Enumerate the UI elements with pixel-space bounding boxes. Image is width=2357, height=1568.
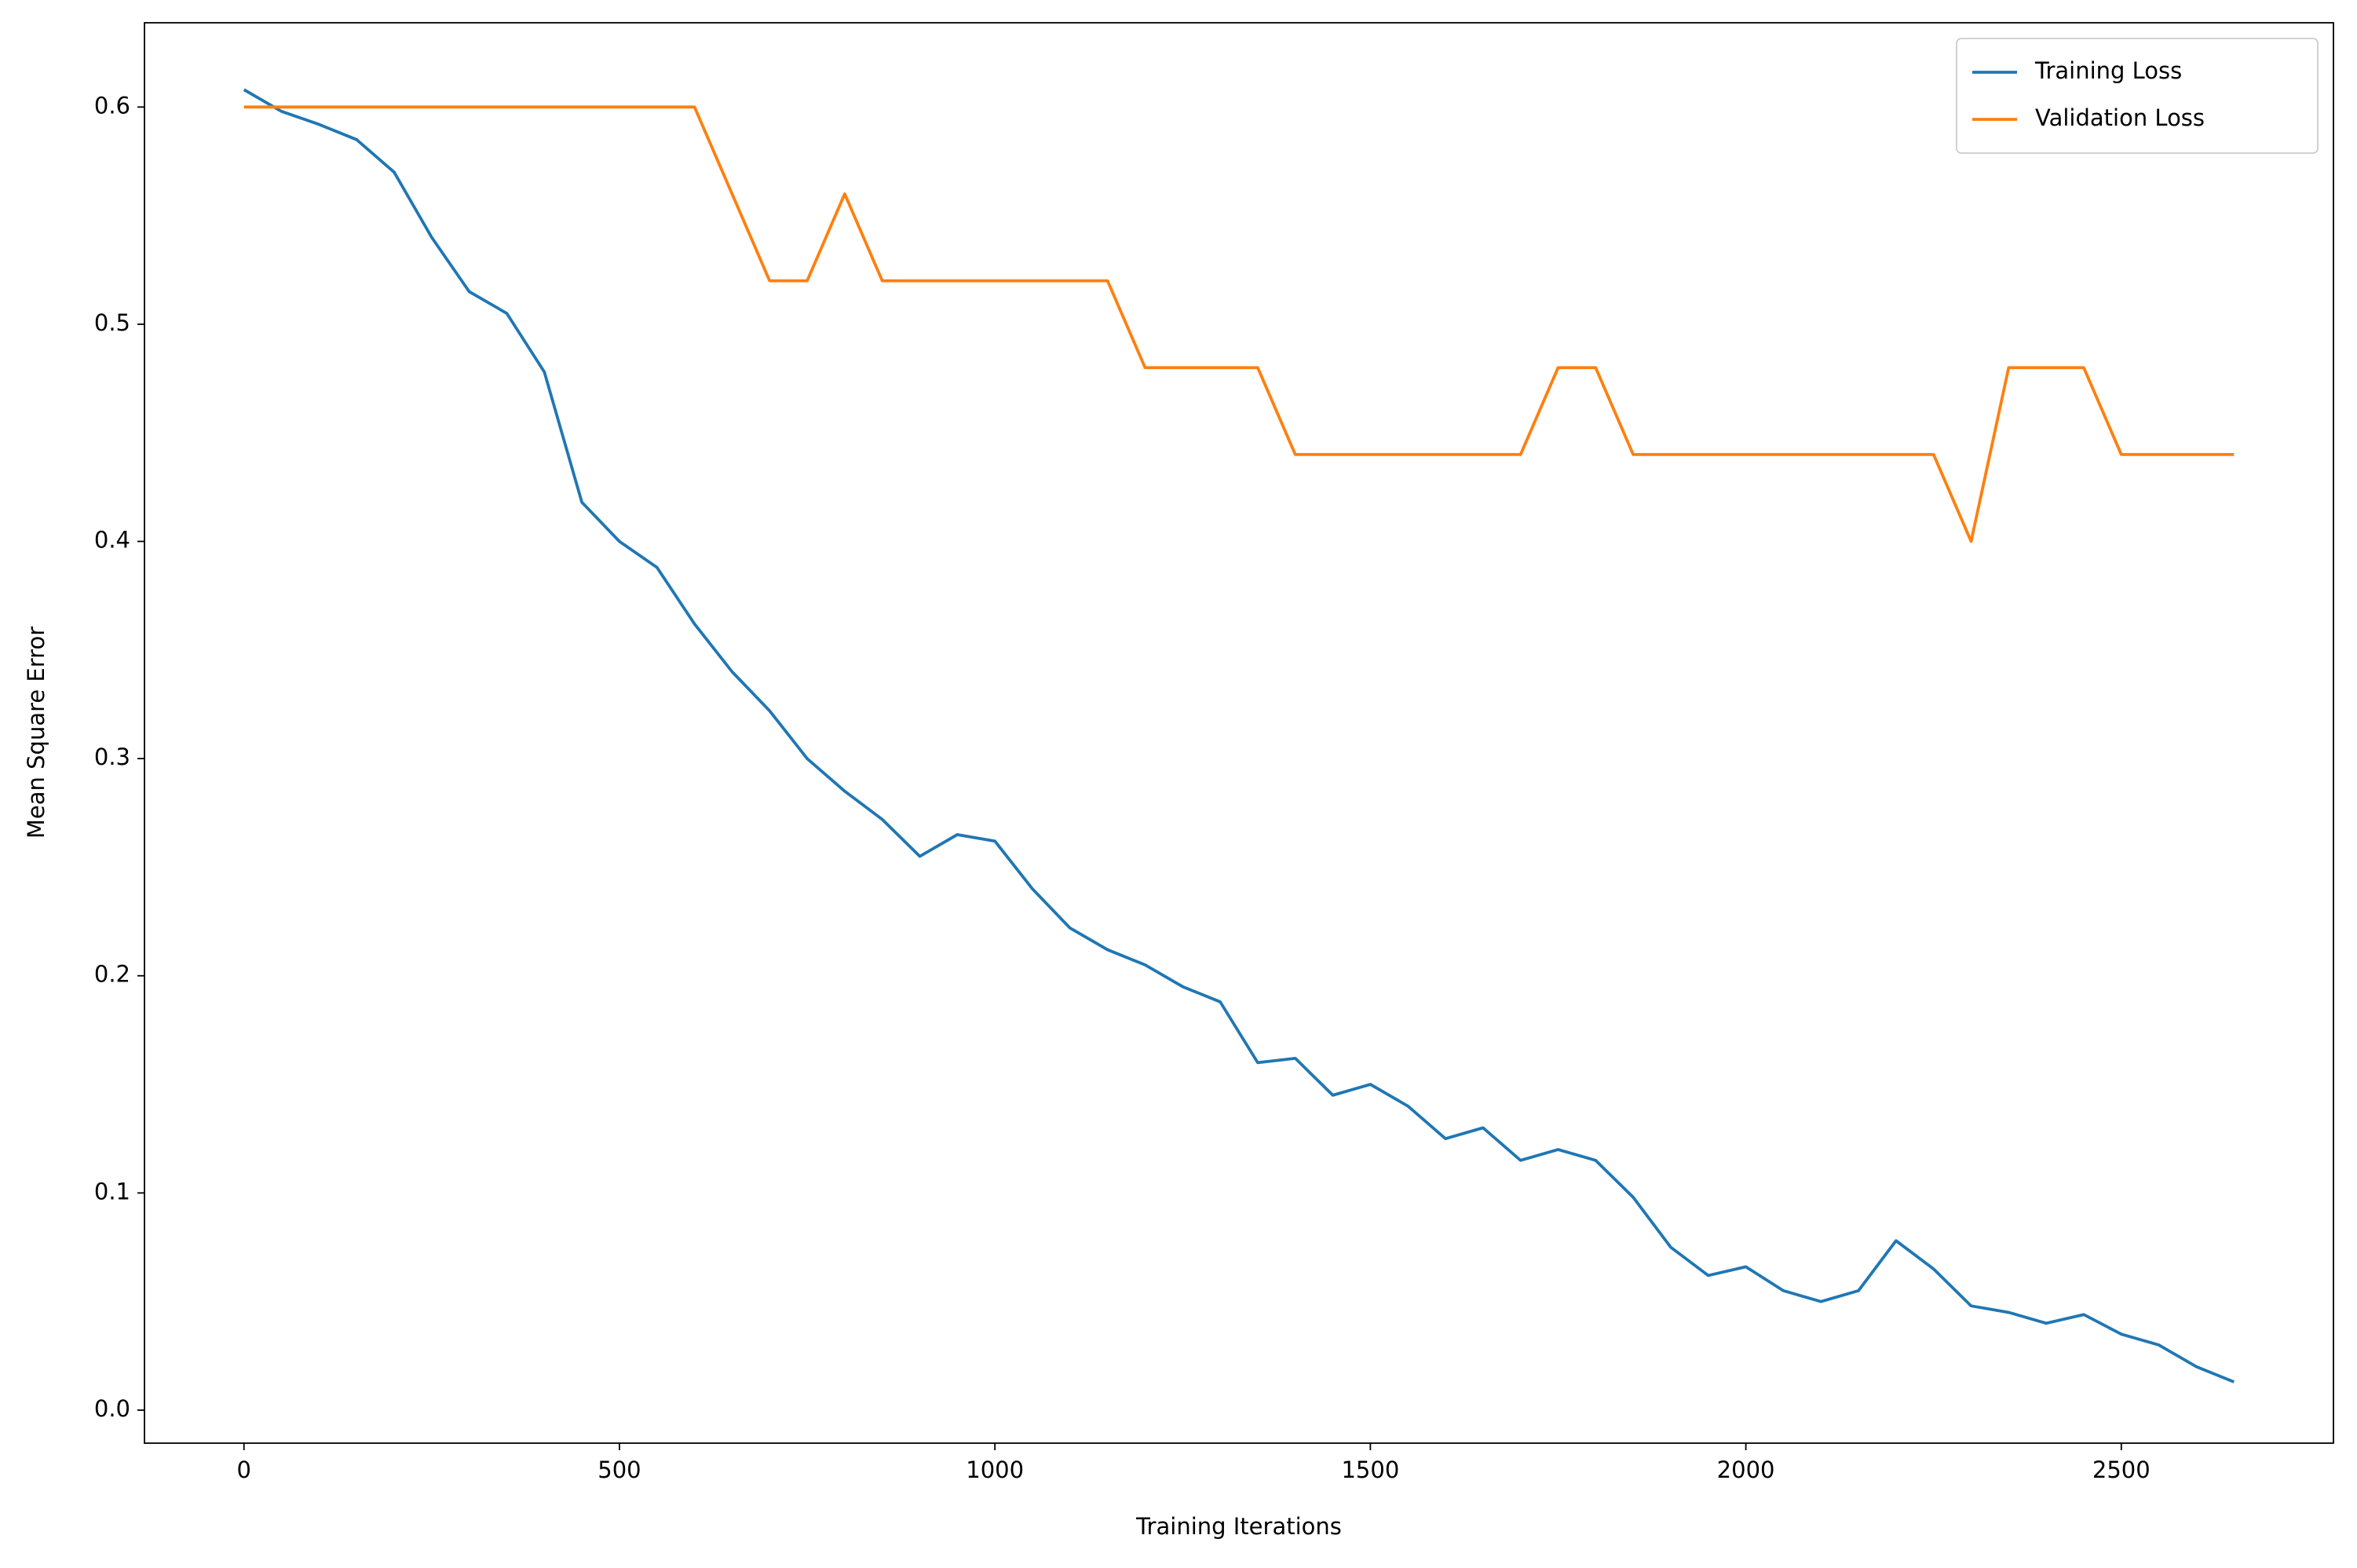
x-tick-label: 500 xyxy=(597,1457,641,1483)
plot-frame xyxy=(144,22,2334,1444)
x-tick-label: 0 xyxy=(237,1457,251,1483)
y-tick-label: 0.0 xyxy=(94,1395,130,1422)
legend-box xyxy=(1956,38,2319,154)
y-tick-label: 0.4 xyxy=(94,527,130,554)
y-tick-label: 0.6 xyxy=(94,92,130,119)
legend-label: Validation Loss xyxy=(2035,104,2205,131)
y-tick-label: 0.3 xyxy=(94,744,130,770)
y-tick-label: 0.5 xyxy=(94,309,130,336)
x-tick-label: 1000 xyxy=(966,1457,1024,1483)
series-line xyxy=(243,88,2235,1383)
series-line xyxy=(243,105,2235,543)
y-axis-label: Mean Square Error xyxy=(23,627,49,839)
x-axis-label: Training Iterations xyxy=(1135,1513,1342,1540)
x-tick-label: 2500 xyxy=(2092,1457,2151,1483)
y-tick-label: 0.2 xyxy=(94,961,130,988)
legend-label: Training Loss xyxy=(2034,57,2182,84)
y-tick-label: 0.1 xyxy=(94,1178,130,1204)
x-tick-label: 2000 xyxy=(1717,1457,1775,1483)
x-tick-label: 1500 xyxy=(1341,1457,1399,1483)
